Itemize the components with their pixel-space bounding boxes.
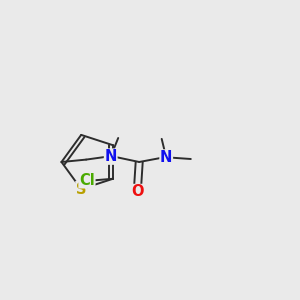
Text: O: O <box>131 184 144 200</box>
Text: S: S <box>76 182 86 196</box>
Text: N: N <box>104 149 117 164</box>
Text: Cl: Cl <box>79 173 95 188</box>
Text: N: N <box>160 150 172 165</box>
